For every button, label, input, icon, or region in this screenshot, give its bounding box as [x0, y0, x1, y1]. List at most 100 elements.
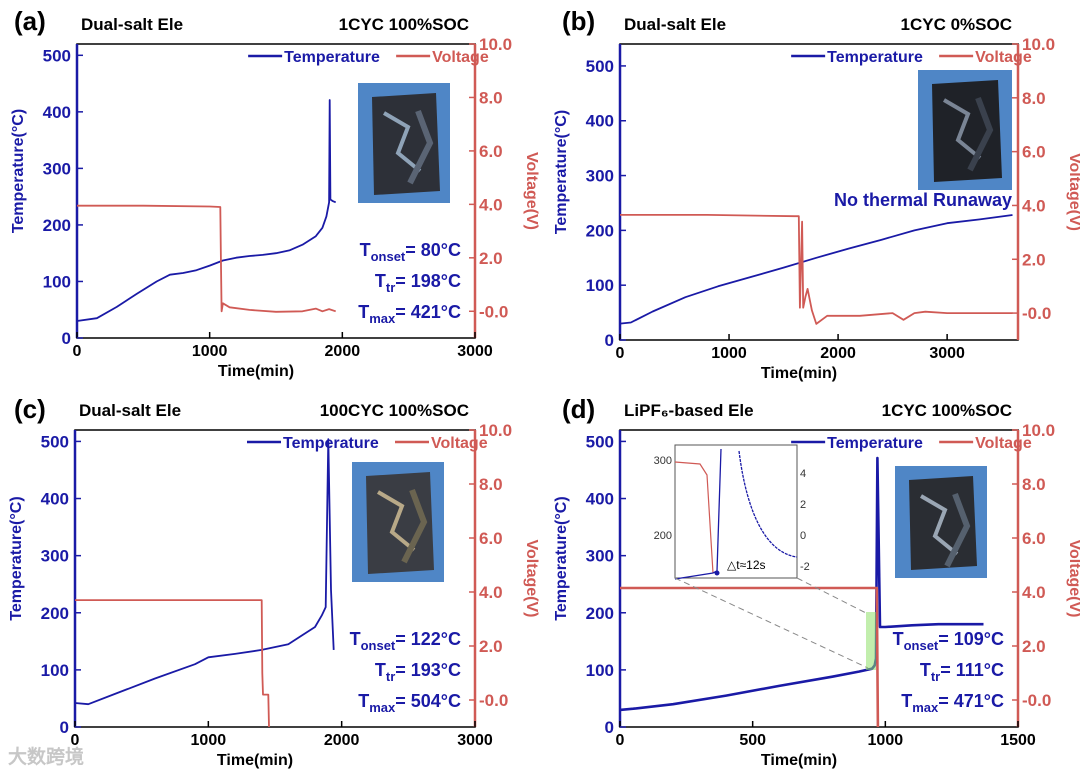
y-right-tick-label: 10.0 [1022, 421, 1055, 440]
inset-y-right-tick-label: 0 [800, 530, 806, 542]
series-line-voltage [620, 213, 1013, 325]
y-left-tick-label: 100 [43, 272, 71, 291]
panel-label: (b) [562, 6, 595, 36]
x-tick-label: 2000 [325, 343, 361, 360]
inset-y-right-tick-label: -2 [800, 561, 810, 573]
y-left-tick-label: 0 [605, 331, 614, 350]
annotation-t-max: Tmax= 421°C [358, 302, 461, 326]
x-axis-label: Time(min) [217, 752, 293, 769]
y-right-axis-label: Voltage(V) [1066, 540, 1080, 618]
battery-photo [358, 83, 450, 203]
y-left-axis-label: Temperature(°C) [8, 496, 25, 620]
x-tick-label: 1000 [868, 732, 904, 749]
legend-temperature-label: Temperature [284, 49, 380, 66]
y-right-tick-label: 10.0 [1022, 35, 1055, 54]
x-tick-label: 1000 [191, 732, 227, 749]
y-left-tick-label: 0 [60, 718, 69, 737]
series-line-temperature [76, 99, 337, 322]
annotation-t-onset: Tonset= 109°C [893, 629, 1004, 653]
y-left-tick-label: 200 [43, 216, 71, 235]
x-tick-label: 0 [73, 343, 82, 360]
x-tick-label: 1000 [192, 343, 228, 360]
legend-voltage-label: Voltage [975, 49, 1032, 66]
inset-voltage-line [674, 461, 714, 574]
x-tick-label: 3000 [457, 732, 493, 749]
inset-annotation: △t≈12s [727, 558, 766, 572]
chart-condition: 1CYC 100%SOC [339, 15, 469, 34]
y-left-tick-label: 0 [62, 329, 71, 348]
y-right-tick-label: 8.0 [1022, 89, 1046, 108]
y-right-tick-label: 4.0 [479, 195, 503, 214]
annotation-t-onset: Tonset= 80°C [360, 240, 461, 264]
x-tick-label: 1500 [1000, 732, 1036, 749]
x-tick-label: 0 [616, 345, 625, 362]
y-left-tick-label: 100 [586, 661, 614, 680]
legend-voltage-label: Voltage [431, 435, 488, 452]
battery-photo [352, 462, 444, 582]
annotation-t-max: Tmax= 471°C [901, 691, 1004, 715]
y-left-tick-label: 300 [586, 167, 614, 186]
y-left-tick-label: 100 [586, 276, 614, 295]
y-left-tick-label: 200 [41, 604, 69, 623]
inset-chart: 200 300 -2 0 2 4 △t≈12s [654, 444, 876, 670]
legend-voltage-label: Voltage [432, 49, 489, 66]
x-tick-label: 2000 [324, 732, 360, 749]
chart-condition: 1CYC 100%SOC [882, 401, 1012, 420]
y-right-tick-label: 2.0 [479, 249, 503, 268]
x-axis-label: Time(min) [761, 365, 837, 382]
panel-label: (a) [14, 6, 46, 36]
series-line-temperature [619, 214, 1013, 325]
battery-photo [895, 466, 987, 578]
y-left-tick-label: 300 [41, 547, 69, 566]
pouch-fold [401, 488, 428, 564]
y-left-tick-label: 400 [43, 103, 71, 122]
y-left-tick-label: 300 [43, 159, 71, 178]
inset-marker [714, 570, 720, 576]
annotation-t-onset: Tonset= 122°C [350, 629, 461, 653]
x-tick-label: 2000 [820, 345, 856, 362]
watermark: 大数跨境 [8, 746, 85, 768]
inset-y-right-tick-label: 2 [800, 499, 806, 511]
y-left-tick-label: 200 [586, 221, 614, 240]
inset-y-left-tick-label: 300 [654, 455, 672, 467]
x-tick-label: 500 [739, 732, 766, 749]
y-right-tick-label: -0.0 [479, 302, 508, 321]
y-right-tick-label: 6.0 [1022, 143, 1046, 162]
x-axis-label: Time(min) [761, 752, 837, 769]
y-right-tick-label: 6.0 [479, 529, 503, 548]
series-line-voltage [75, 599, 270, 728]
chart-condition: 100CYC 100%SOC [320, 401, 469, 420]
pouch-fold [967, 96, 994, 172]
y-left-tick-label: 400 [586, 490, 614, 509]
pouch-fold [407, 109, 434, 185]
inset-y-left-tick-label: 200 [654, 530, 672, 542]
annotation-t-tr: Ttr= 111°C [920, 660, 1004, 684]
y-right-tick-label: 2.0 [479, 637, 503, 656]
annotation-t-tr: Ttr= 193°C [375, 660, 461, 684]
y-right-tick-label: 2.0 [1022, 637, 1046, 656]
x-tick-label: 3000 [929, 345, 965, 362]
series-line-voltage [77, 204, 336, 313]
chart-title: Dual-salt Ele [79, 401, 181, 420]
y-left-tick-label: 500 [43, 46, 71, 65]
x-tick-label: 1000 [711, 345, 747, 362]
y-right-tick-label: 10.0 [479, 35, 512, 54]
x-axis-label: Time(min) [218, 363, 294, 380]
x-tick-label: 0 [616, 732, 625, 749]
y-right-tick-label: 4.0 [1022, 583, 1046, 602]
pouch-highlight [942, 98, 982, 160]
inset-frame [674, 444, 798, 579]
y-right-tick-label: -0.0 [479, 691, 508, 710]
y-left-tick-label: 500 [41, 432, 69, 451]
y-left-tick-label: 500 [586, 57, 614, 76]
zoom-guide-left [674, 577, 869, 669]
y-right-tick-label: 6.0 [479, 142, 503, 161]
y-left-tick-label: 200 [586, 604, 614, 623]
y-left-tick-label: 100 [41, 661, 69, 680]
y-right-axis-label: Voltage(V) [523, 152, 540, 230]
y-right-tick-label: 2.0 [1022, 250, 1046, 269]
pouch-highlight [376, 490, 416, 552]
y-right-tick-label: -0.0 [1022, 304, 1051, 323]
